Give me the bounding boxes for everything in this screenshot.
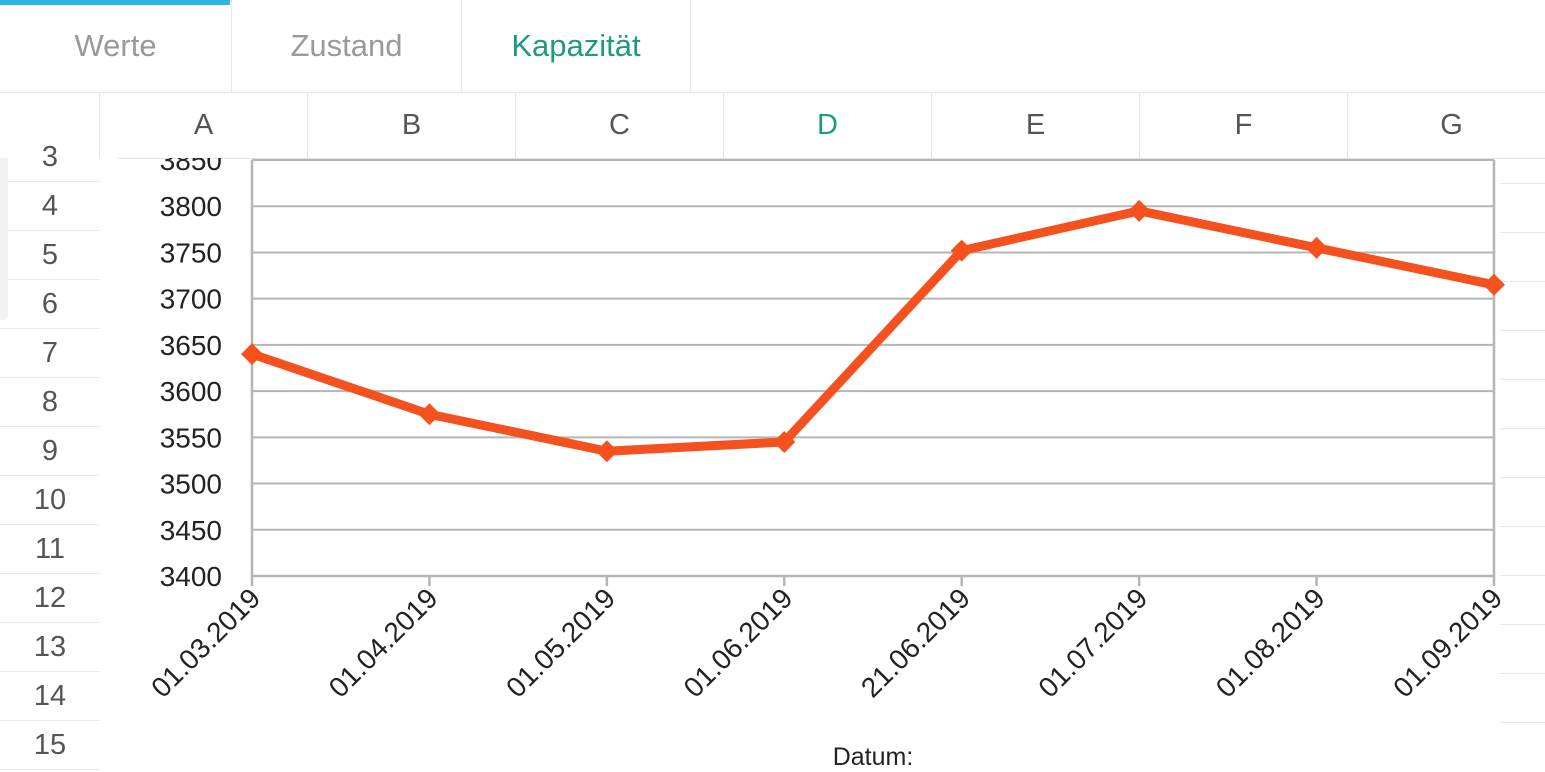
cell-gridline [1500, 428, 1545, 429]
column-header-a[interactable]: A [99, 93, 307, 158]
x-tick-label: 01.05.2019 [500, 582, 621, 703]
column-header: A B C D E F G [0, 93, 1545, 159]
row-scroll-indicator [0, 158, 8, 320]
data-point-marker[interactable] [950, 239, 973, 262]
data-point-marker[interactable] [241, 343, 263, 366]
active-tab-indicator [0, 0, 230, 5]
row-header-7[interactable]: 7 [0, 329, 100, 378]
cell-gridline [1500, 477, 1545, 478]
row-header-4[interactable]: 4 [0, 182, 100, 231]
tab-kapazitaet[interactable]: Kapazität [462, 0, 691, 92]
cell-gridline [1500, 330, 1545, 331]
data-point-marker[interactable] [1305, 236, 1328, 259]
x-tick-label: 01.07.2019 [1032, 582, 1153, 703]
x-tick-label: 01.04.2019 [323, 582, 444, 703]
x-tick-label: 01.03.2019 [145, 582, 266, 703]
data-point-marker[interactable] [595, 440, 618, 463]
column-header-d[interactable]: D [723, 93, 931, 158]
x-axis-title: Datum: [833, 743, 914, 771]
row-header-6[interactable]: 6 [0, 280, 100, 329]
cell-gridline [1500, 526, 1545, 527]
data-point-marker[interactable] [418, 403, 441, 426]
cell-gridline [1500, 722, 1545, 723]
cell-gridline [1500, 281, 1545, 282]
tab-bar: Werte Zustand Kapazität [0, 0, 1545, 93]
column-header-g[interactable]: G [1347, 93, 1545, 158]
tab-werte[interactable]: Werte [0, 0, 232, 92]
row-header-11[interactable]: 11 [0, 525, 100, 574]
data-point-marker[interactable] [773, 430, 796, 453]
row-header-9[interactable]: 9 [0, 427, 100, 476]
cell-gridline [1500, 575, 1545, 576]
row-header-8[interactable]: 8 [0, 378, 100, 427]
data-point-marker[interactable] [1483, 273, 1505, 296]
row-header-14[interactable]: 14 [0, 672, 100, 721]
y-tick-label: 3800 [160, 191, 222, 222]
row-header-15[interactable]: 15 [0, 721, 100, 770]
y-tick-label: 3450 [160, 515, 222, 546]
column-header-f[interactable]: F [1139, 93, 1347, 158]
row-header-10[interactable]: 10 [0, 476, 100, 525]
capacity-chart[interactable]: 3400 3450 3500 3550 3600 3650 3700 3750 3800 3850… [0, 158, 1545, 772]
cell-gridline [1500, 183, 1545, 184]
x-tick-label: 01.06.2019 [678, 582, 799, 703]
series-line [247, 206, 1499, 456]
column-header-e[interactable]: E [931, 93, 1139, 158]
y-tick-label: 3550 [160, 422, 222, 453]
row-header-5[interactable]: 5 [0, 231, 100, 280]
column-header-c[interactable]: C [515, 93, 723, 158]
y-tick-label: 3700 [160, 284, 222, 315]
cell-gridline [1500, 624, 1545, 625]
cell-gridline [1500, 379, 1545, 380]
cell-gridline [1500, 673, 1545, 674]
y-tick-label: 3750 [160, 237, 222, 268]
x-tick-label: 01.09.2019 [1387, 582, 1508, 703]
cell-gridline [1500, 232, 1545, 233]
row-header-3[interactable]: 3 [0, 133, 100, 182]
data-point-marker[interactable] [1128, 199, 1151, 222]
y-tick-label: 3400 [160, 561, 222, 592]
row-header-13[interactable]: 13 [0, 623, 100, 672]
tab-zustand[interactable]: Zustand [232, 0, 462, 92]
y-tick-label: 3650 [160, 330, 222, 361]
y-tick-label: 3850 [160, 158, 222, 176]
x-tick-label: 21.06.2019 [855, 582, 976, 703]
x-tick-label: 01.08.2019 [1210, 582, 1331, 703]
y-tick-label: 3600 [160, 376, 222, 407]
row-header-12[interactable]: 12 [0, 574, 100, 623]
column-header-b[interactable]: B [307, 93, 515, 158]
row-header: 3 4 5 6 7 8 9 10 11 12 13 14 15 [0, 141, 118, 772]
y-tick-label: 3500 [160, 469, 222, 500]
